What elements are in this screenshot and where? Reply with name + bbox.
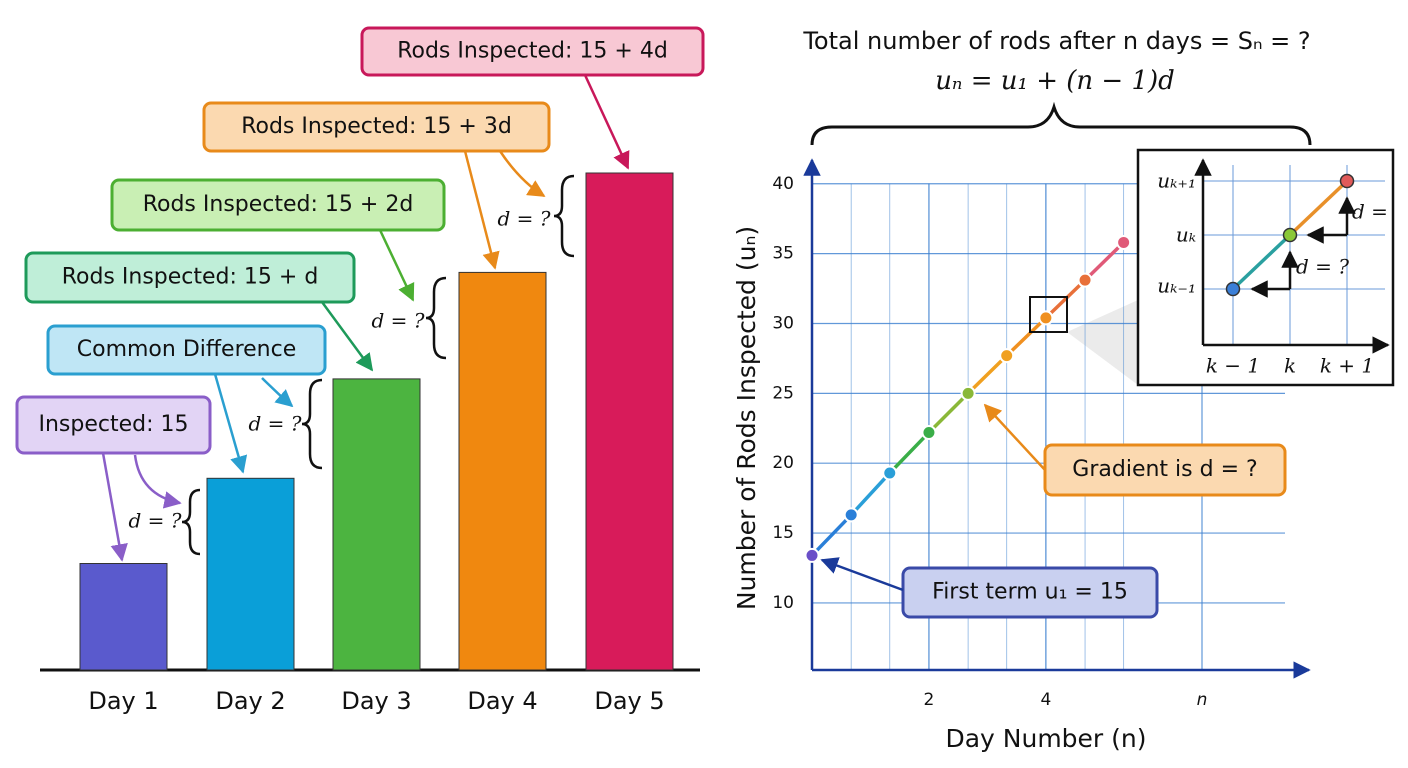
bar <box>458 271 547 671</box>
label-text: Rods Inspected: 15 + 3d <box>241 114 512 139</box>
y-tick-label: 35 <box>772 244 794 264</box>
brace-label: d = ? <box>498 207 551 231</box>
step-label: d = <box>1352 200 1388 224</box>
point <box>1038 310 1054 326</box>
line-panel <box>810 101 1312 385</box>
callout-arrow <box>983 403 1046 471</box>
zoom-box <box>1029 296 1068 333</box>
x-tick-label: 4 <box>1040 690 1051 710</box>
chart-subtitle: uₙ = u₁ + (n − 1)d <box>935 66 1175 96</box>
point <box>921 424 937 440</box>
inset-y-label: uₖ <box>1176 223 1196 247</box>
inset-x-label: k − 1 <box>1206 354 1260 378</box>
line-segment <box>1005 316 1048 357</box>
brace-label: d = ? <box>372 309 425 333</box>
inset-y-label: uₖ₋₁ <box>1157 274 1196 298</box>
callout-text: First term u₁ = 15 <box>932 580 1128 605</box>
y-tick-label: 10 <box>772 593 794 613</box>
x-tick-label: Day 2 <box>215 687 285 715</box>
brace-label: d = ? <box>129 509 182 533</box>
bar <box>79 563 168 671</box>
label-text: Common Difference <box>77 337 297 362</box>
y-tick-label: 30 <box>772 313 794 333</box>
inset-point <box>1339 173 1355 189</box>
zoom-shadow <box>1067 300 1138 385</box>
point <box>882 465 898 481</box>
bar <box>332 378 421 671</box>
y-tick-label: 25 <box>772 383 794 403</box>
line-segment <box>1044 278 1087 320</box>
x-tick-label: n <box>1197 690 1208 710</box>
callout-box <box>901 566 1159 619</box>
x-tick-label: Day 1 <box>88 687 158 715</box>
point <box>999 348 1015 364</box>
inset-x-label: k <box>1284 354 1296 378</box>
inset-line <box>1231 233 1292 291</box>
line-segment <box>966 354 1008 395</box>
bar <box>206 477 295 671</box>
x-axis-label: Day Number (n) <box>945 724 1146 753</box>
inset-point <box>1225 281 1241 297</box>
callout-arrow <box>820 557 904 592</box>
point <box>960 385 976 401</box>
point <box>1116 234 1132 250</box>
callout-text: Gradient is d = ? <box>1072 457 1257 482</box>
y-axis-label: Number of Rods Inspected (uₙ) <box>732 226 761 610</box>
label-box <box>202 101 551 153</box>
x-tick-label: Day 5 <box>594 687 664 715</box>
label-text: Inspected: 15 <box>38 412 188 437</box>
line-segment <box>849 471 892 517</box>
label-text: Rods Inspected: 15 + 2d <box>143 192 414 217</box>
brace-label: d = ? <box>249 412 302 436</box>
label-box <box>46 324 327 376</box>
inset: uₖ₊₁ uₖ uₖ₋₁ k − 1 k k + 1 d = d = ? <box>1136 148 1395 387</box>
label-box <box>360 26 705 77</box>
label-box <box>110 178 446 232</box>
y-tick-label: 15 <box>772 523 794 543</box>
inset-point <box>1282 227 1298 243</box>
y-tick-label: 40 <box>772 174 794 194</box>
x-tick-label: 2 <box>924 690 935 710</box>
bar <box>585 172 674 671</box>
label-box <box>24 251 356 304</box>
inset-y-label: uₖ₊₁ <box>1157 169 1196 193</box>
arrows <box>101 74 630 562</box>
step-label: d = ? <box>1296 255 1349 279</box>
x-tick-label: Day 3 <box>341 687 411 715</box>
line-segment <box>810 513 853 557</box>
big-brace <box>810 101 1312 146</box>
inset-x-label: k + 1 <box>1320 354 1374 378</box>
braces <box>181 174 575 556</box>
point <box>1077 272 1093 288</box>
label-text: Rods Inspected: 15 + d <box>62 265 319 290</box>
point <box>804 547 820 563</box>
y-tick-label: 20 <box>772 453 794 473</box>
line-segment <box>1083 241 1125 282</box>
line-segment <box>927 392 970 434</box>
chart-title: Total number of rods after n days = Sₙ =… <box>802 27 1310 55</box>
label-text: Rods Inspected: 15 + 4d <box>397 39 668 64</box>
x-tick-label: Day 4 <box>467 687 537 715</box>
inset-line <box>1288 179 1349 237</box>
point <box>843 507 859 523</box>
line-segment <box>888 431 931 475</box>
label-box <box>15 395 212 455</box>
